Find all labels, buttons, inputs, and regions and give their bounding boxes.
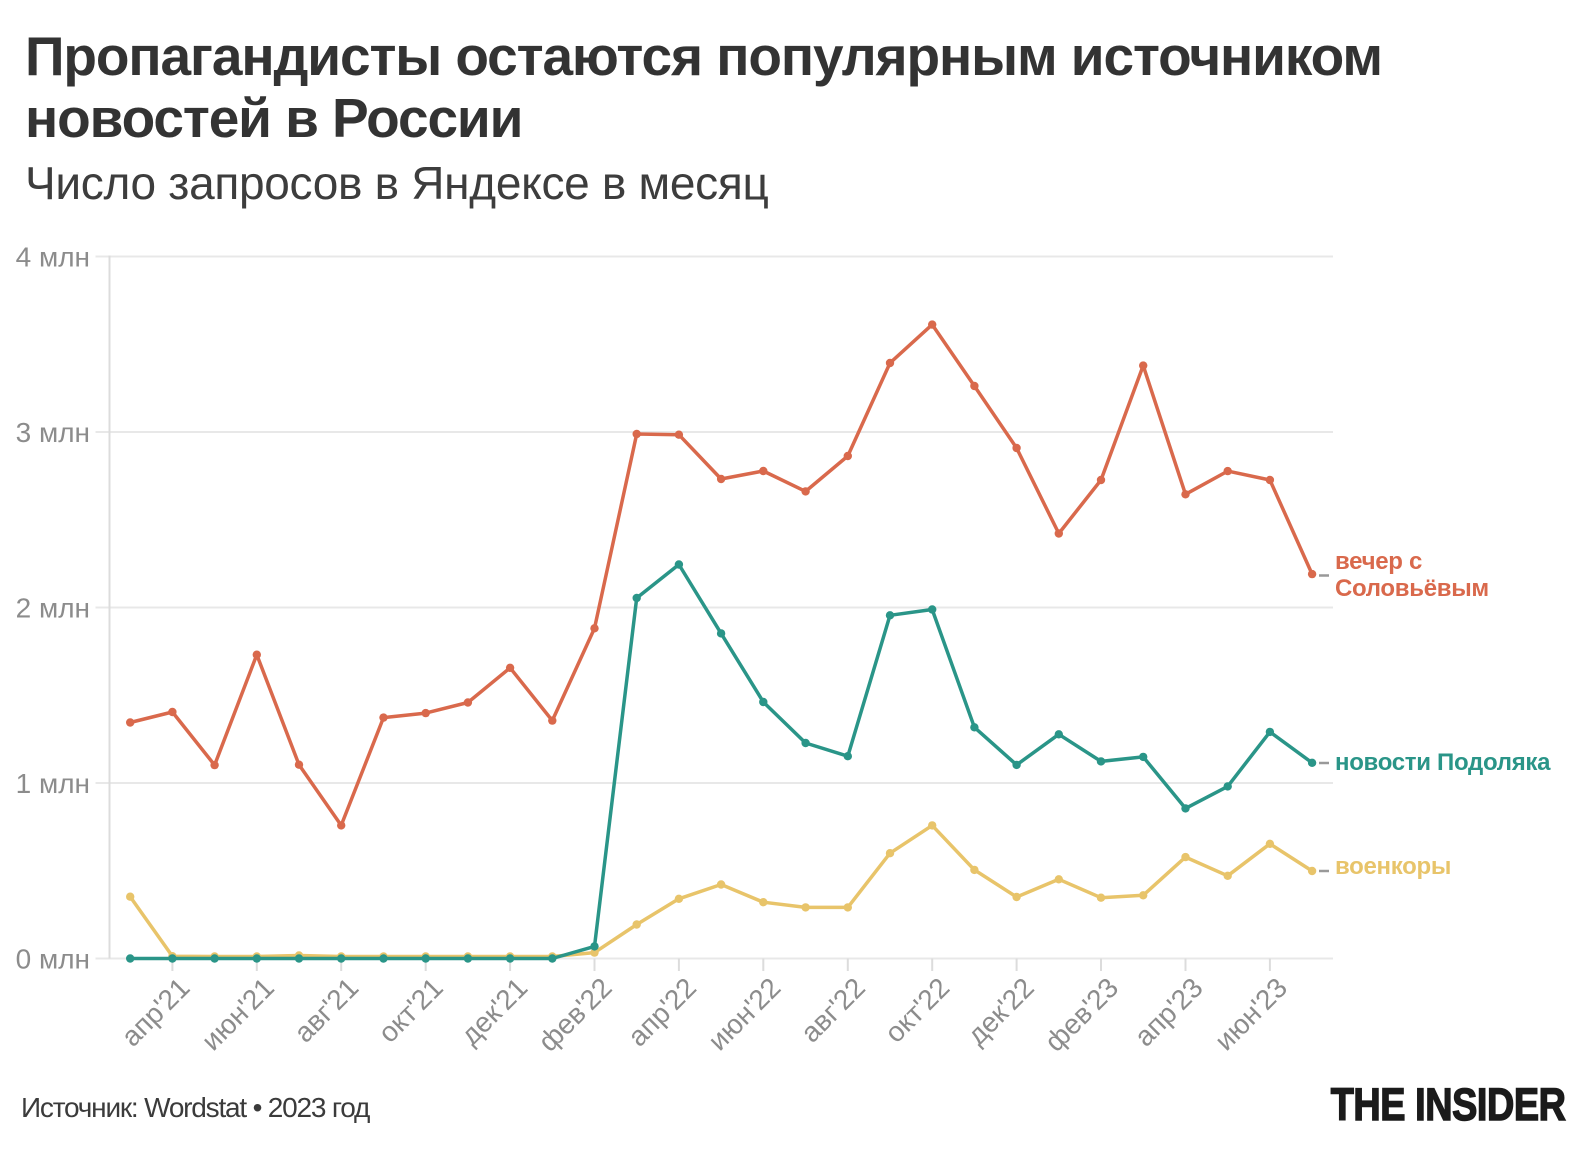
svg-text:дек'21: дек'21: [454, 972, 533, 1051]
svg-text:фев'22: фев'22: [532, 972, 618, 1058]
svg-text:2 млн: 2 млн: [16, 592, 90, 623]
svg-text:окт'21: окт'21: [372, 972, 449, 1049]
svg-text:июн'23: июн'23: [1209, 972, 1294, 1057]
svg-text:апр'22: апр'22: [622, 972, 702, 1052]
svg-text:июн'21: июн'21: [195, 972, 280, 1057]
svg-text:0 млн: 0 млн: [16, 943, 90, 974]
svg-text:июн'22: июн'22: [702, 972, 787, 1057]
svg-text:3 млн: 3 млн: [16, 417, 90, 448]
svg-text:окт'22: окт'22: [879, 972, 956, 1049]
svg-text:дек'22: дек'22: [961, 972, 1040, 1051]
svg-text:4 млн: 4 млн: [16, 241, 90, 272]
svg-text:апр'21: апр'21: [115, 972, 195, 1052]
svg-text:авг'22: авг'22: [795, 972, 871, 1048]
svg-text:1 млн: 1 млн: [16, 768, 90, 799]
svg-text:апр'23: апр'23: [1128, 972, 1208, 1052]
svg-text:авг'21: авг'21: [288, 972, 364, 1048]
svg-text:фев'23: фев'23: [1039, 972, 1125, 1058]
